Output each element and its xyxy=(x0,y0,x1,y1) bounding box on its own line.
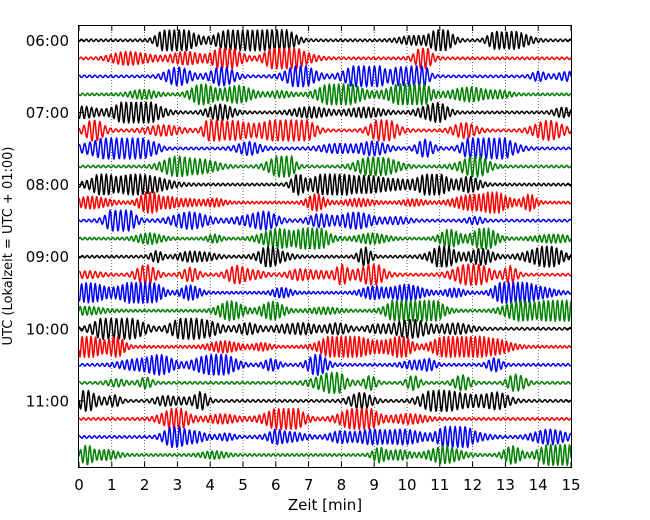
x-tick-label: 13 xyxy=(496,476,515,494)
trace-0615 xyxy=(78,47,572,70)
trace-0730 xyxy=(78,137,572,160)
trace-layer xyxy=(78,29,572,467)
trace-0715 xyxy=(78,119,572,142)
y-axis-label: UTC (Lokalzeit = UTC + 01:00) xyxy=(1,147,16,346)
trace-0900 xyxy=(78,245,572,268)
y-tick-label: 08:00 xyxy=(26,176,69,194)
y-tick-label: 11:00 xyxy=(26,392,69,410)
x-tick-label: 15 xyxy=(561,476,580,494)
x-tick-label: 10 xyxy=(397,476,416,494)
y-tick-label: 06:00 xyxy=(26,32,69,50)
x-tick-label: 9 xyxy=(369,476,379,494)
trace-0945 xyxy=(78,299,572,322)
plot-frame xyxy=(78,25,572,468)
x-tick-label: 2 xyxy=(140,476,150,494)
trace-0630 xyxy=(78,65,572,88)
trace-0800 xyxy=(78,173,572,196)
trace-1115 xyxy=(78,407,572,431)
trace-1015 xyxy=(78,335,572,359)
trace-0645 xyxy=(78,83,572,106)
x-tick-label: 4 xyxy=(205,476,215,494)
x-tick-label: 11 xyxy=(430,476,449,494)
x-tick-label: 3 xyxy=(173,476,183,494)
trace-1130 xyxy=(78,425,572,449)
x-tick-label: 14 xyxy=(529,476,548,494)
y-axis-ticks: 06:00 07:00 08:00 09:00 10:00 11:00 xyxy=(26,32,571,410)
x-tick-label: 5 xyxy=(238,476,248,494)
trace-1100 xyxy=(78,389,572,413)
trace-0600 xyxy=(78,29,572,52)
x-tick-label: 1 xyxy=(107,476,117,494)
trace-0815 xyxy=(78,191,572,214)
x-axis-ticks: 0 1 2 3 4 5 6 7 8 9 10 11 12 13 14 15 xyxy=(74,26,581,494)
trace-0915 xyxy=(78,263,572,286)
y-tick-label: 10:00 xyxy=(26,320,69,338)
trace-1000 xyxy=(78,317,572,341)
trace-1030 xyxy=(78,353,572,376)
x-tick-label: 12 xyxy=(463,476,482,494)
trace-0830 xyxy=(78,209,572,232)
trace-1145 xyxy=(78,443,572,467)
trace-1045 xyxy=(78,371,572,395)
y-tick-label: 07:00 xyxy=(26,104,69,122)
x-axis-label: Zeit [min] xyxy=(288,496,362,514)
x-tick-label: 6 xyxy=(271,476,281,494)
x-tick-label: 8 xyxy=(337,476,347,494)
x-tick-label: 7 xyxy=(304,476,314,494)
trace-0930 xyxy=(78,281,572,304)
y-tick-label: 09:00 xyxy=(26,248,69,266)
trace-0700 xyxy=(78,101,572,124)
trace-0845 xyxy=(78,227,572,250)
x-tick-label: 0 xyxy=(74,476,84,494)
trace-0745 xyxy=(78,155,572,178)
